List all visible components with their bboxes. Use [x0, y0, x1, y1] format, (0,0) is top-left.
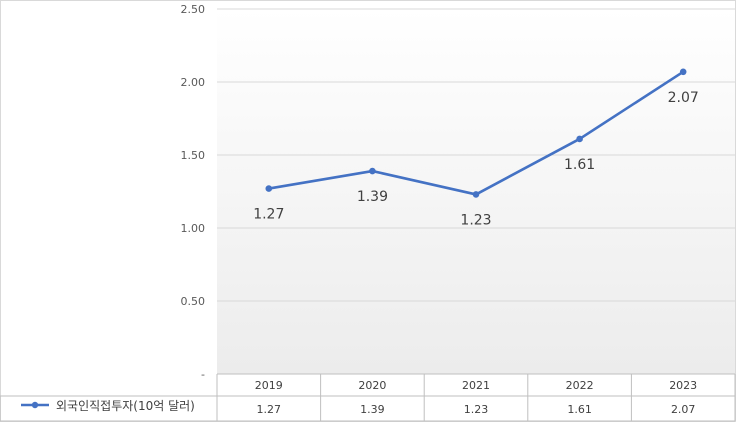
data-labels: 1.27 1.39 1.23 1.61 2.07	[253, 90, 699, 229]
y-tick-label: 2.50	[181, 3, 206, 16]
data-label: 1.27	[253, 207, 284, 223]
x-tick-label: 2020	[358, 379, 386, 392]
data-point	[679, 68, 687, 76]
data-point	[265, 185, 273, 192]
table-cell-value: 1.27	[257, 403, 282, 416]
x-tick-label: 2019	[255, 379, 283, 392]
data-table: 2019 1.27 2020 1.39 2021 1.23 2022 1.61 2023 2.07…	[0, 373, 736, 422]
data-point	[576, 135, 583, 143]
y-axis: - 0.50 1.00 1.50 2.00 2.50	[181, 3, 206, 381]
data-label: 2.07	[668, 90, 699, 106]
data-point	[369, 167, 376, 175]
y-tick-label: 1.00	[181, 222, 206, 235]
y-tick-label: 0.50	[181, 295, 206, 308]
x-tick-label: 2021	[462, 379, 490, 392]
y-tick-label: 1.50	[181, 149, 206, 162]
legend-marker-key	[31, 401, 39, 409]
gridlines	[217, 8, 735, 302]
legend-label: 외국인직접투자(10억 달러)	[56, 399, 195, 413]
y-tick-label: 2.00	[181, 76, 206, 89]
data-label: 1.39	[357, 189, 388, 205]
table-cell-value: 1.61	[567, 403, 592, 416]
series-layer	[265, 68, 687, 198]
table-cell-value: 2.07	[671, 403, 696, 416]
data-label: 1.61	[564, 157, 595, 173]
y-tick-label: -	[201, 368, 205, 381]
x-tick-label: 2023	[669, 379, 697, 392]
table-cell-value: 1.23	[464, 403, 489, 416]
table-cell-value: 1.39	[360, 403, 385, 416]
data-label: 1.23	[460, 212, 491, 228]
x-tick-label: 2022	[566, 379, 594, 392]
data-point	[472, 191, 480, 198]
